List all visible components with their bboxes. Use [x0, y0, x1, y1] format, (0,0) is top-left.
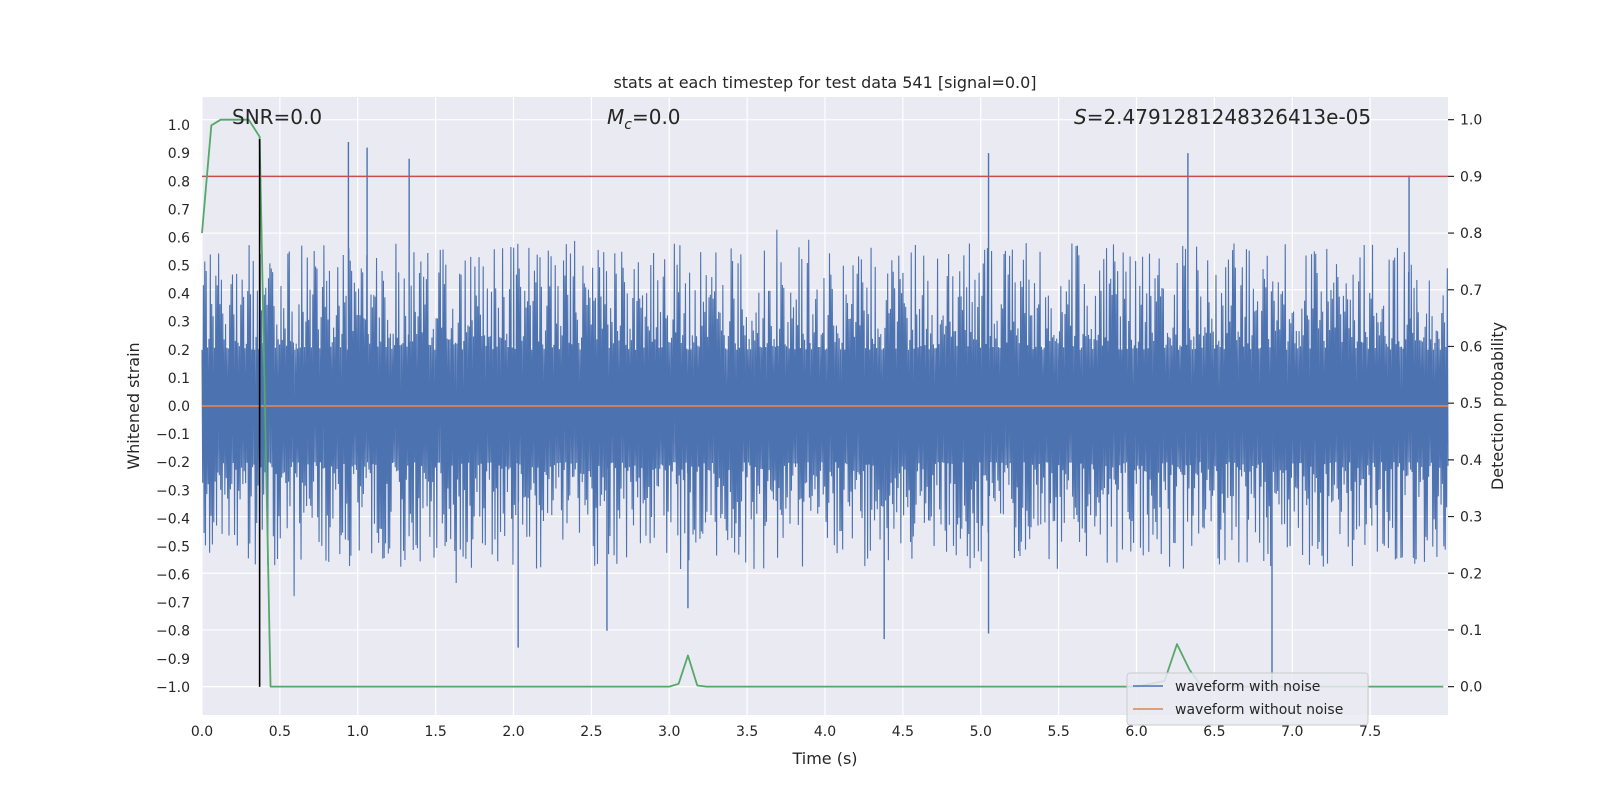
- x-tick-label: 7.0: [1281, 724, 1303, 740]
- x-tick-label: 5.0: [970, 724, 992, 740]
- y-tick-label: −0.1: [156, 427, 190, 443]
- y-tick-label: −0.8: [156, 624, 190, 640]
- chirp-mass-value: =0.0: [632, 105, 681, 129]
- x-tick-label: 4.0: [814, 724, 836, 740]
- snr-annotation: SNR=0.0: [232, 105, 322, 129]
- y-tick-label: −0.2: [156, 455, 190, 471]
- x-tick-label: 7.5: [1359, 724, 1381, 740]
- x-tick-label: 3.5: [736, 724, 758, 740]
- y-tick-label: −0.3: [156, 483, 190, 499]
- y2-axis-label: Detection probability: [1488, 322, 1507, 490]
- x-tick-label: 4.5: [892, 724, 914, 740]
- y2-tick-label: 0.1: [1460, 623, 1482, 639]
- x-tick-label: 2.5: [580, 724, 602, 740]
- y-tick-label: −0.6: [156, 568, 190, 584]
- x-tick-label: 0.0: [191, 724, 213, 740]
- legend: waveform with noise waveform without noi…: [1126, 672, 1369, 726]
- y-axis-label: Whitened strain: [124, 342, 143, 469]
- y2-tick-label: 0.3: [1460, 510, 1482, 526]
- statistic-annotation: S=2.4791281248326413e-05: [1074, 105, 1371, 129]
- x-tick-label: 5.5: [1047, 724, 1069, 740]
- y-tick-label: 0.1: [168, 371, 190, 387]
- legend-label-waveform-without-noise: waveform without noise: [1175, 702, 1343, 718]
- series-waveform-with-noise: [201, 141, 1449, 687]
- y-tick-label: 0.8: [168, 174, 190, 190]
- tick-labels: 0.0 0.5 1.0 1.5 2.0 2.5 3.0 3.5 4.0 4.5 5.0 5.5 6.0 6…: [156, 113, 1482, 740]
- statistic-symbol: S: [1074, 105, 1087, 129]
- y-tick-label: 0.4: [168, 287, 190, 303]
- x-tick-label: 0.5: [269, 724, 291, 740]
- statistic-value: =2.4791281248326413e-05: [1087, 105, 1371, 129]
- x-tick-label: 3.0: [658, 724, 680, 740]
- y-tick-label: 0.7: [168, 202, 190, 218]
- legend-label-waveform-with-noise: waveform with noise: [1175, 679, 1320, 695]
- y-tick-label: 0.5: [168, 259, 190, 275]
- x-tick-label: 6.0: [1125, 724, 1147, 740]
- y2-tick-label: 0.2: [1460, 566, 1482, 582]
- x-axis-label: Time (s): [791, 749, 857, 768]
- y2-tick-label: 0.0: [1460, 680, 1482, 696]
- chirp-mass-annotation: Mc=0.0: [607, 105, 681, 133]
- chirp-mass-subscript: c: [624, 117, 632, 133]
- y2-tick-label: 0.8: [1460, 226, 1482, 242]
- y2-tick-label: 0.7: [1460, 283, 1482, 299]
- y-tick-label: 1.0: [168, 118, 190, 134]
- y-tick-label: −0.7: [156, 596, 190, 612]
- x-tick-label: 1.0: [347, 724, 369, 740]
- legend-box: [1126, 672, 1369, 726]
- y-tick-label: −0.9: [156, 652, 190, 668]
- y-tick-label: 0.9: [168, 146, 190, 162]
- y-tick-label: 0.0: [168, 399, 190, 415]
- x-tick-label: 2.0: [502, 724, 524, 740]
- y2-tick-label: 0.4: [1460, 453, 1482, 469]
- y-tick-label: 0.3: [168, 315, 190, 331]
- y-tick-label: −0.4: [156, 511, 190, 527]
- detection-probability-line: [201, 118, 1444, 688]
- y-tick-label: 0.6: [168, 230, 190, 246]
- y2-tick-label: 0.9: [1460, 169, 1482, 185]
- y-tick-label: −1.0: [156, 680, 190, 696]
- chirp-mass-symbol: M: [607, 105, 624, 129]
- y-tick-label: −0.5: [156, 539, 190, 555]
- x-tick-label: 6.5: [1203, 724, 1225, 740]
- x-tick-label: 1.5: [424, 724, 446, 740]
- y2-tick-label: 0.5: [1460, 396, 1482, 412]
- chart-title: stats at each timestep for test data 541…: [613, 73, 1036, 92]
- y2-tick-label: 0.6: [1460, 339, 1482, 355]
- y2-tick-label: 1.0: [1460, 113, 1482, 129]
- y-tick-label: 0.2: [168, 343, 190, 359]
- line-series: [201, 118, 1448, 688]
